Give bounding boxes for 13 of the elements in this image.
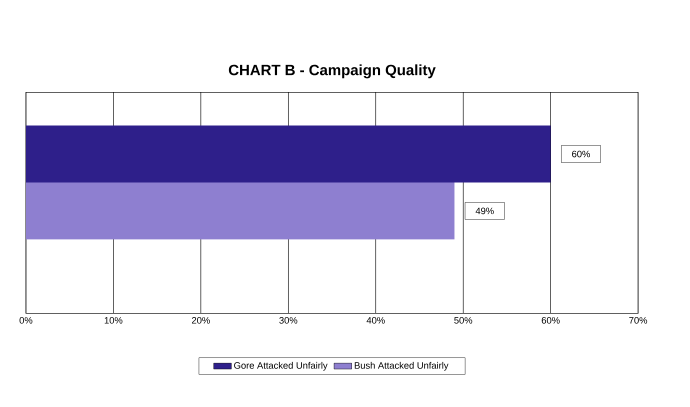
x-tick-label: 70%	[629, 317, 648, 324]
x-tick-label: 50%	[454, 317, 472, 324]
x-tick-label: 30%	[279, 317, 298, 324]
legend-label: Gore Attacked Unfairly	[234, 362, 328, 371]
data-label: 49%	[476, 208, 494, 214]
legend-label: Bush Attacked Unfairly	[354, 362, 448, 371]
x-tick-label: 60%	[542, 317, 560, 324]
x-tick-label: 20%	[192, 317, 210, 324]
x-tick-label: 40%	[366, 317, 385, 324]
x-tick-label: 0%	[20, 317, 32, 324]
chart-title: CHART B - Campaign Quality	[228, 64, 436, 78]
data-label: 60%	[572, 150, 590, 158]
x-tick-label: 10%	[104, 317, 122, 324]
